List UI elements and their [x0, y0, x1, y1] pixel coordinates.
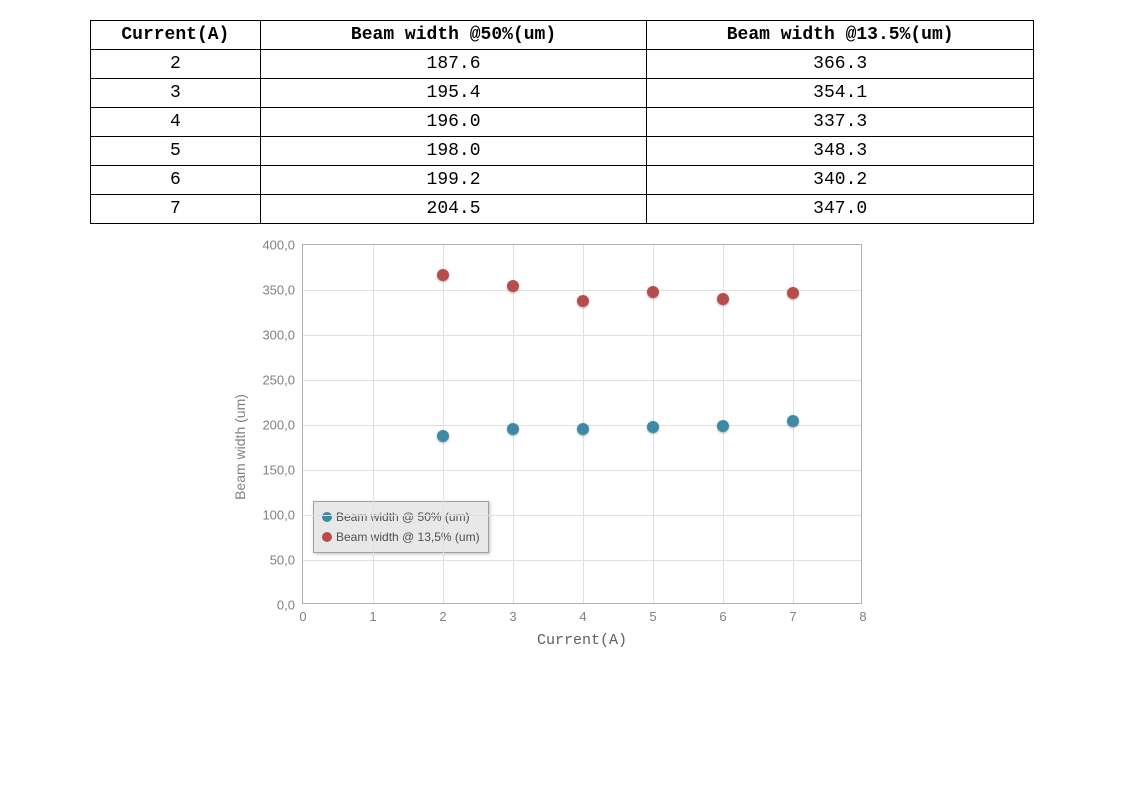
table-cell: 199.2: [260, 166, 647, 195]
gridline-h: [303, 560, 861, 561]
data-point: [507, 280, 519, 292]
legend-label: Beam width @ 50% (um): [336, 510, 470, 524]
table-cell: 366.3: [647, 50, 1034, 79]
y-tick-label: 200,0: [262, 418, 303, 433]
y-tick-label: 250,0: [262, 373, 303, 388]
gridline-h: [303, 335, 861, 336]
table-cell: 195.4: [260, 79, 647, 108]
x-tick-label: 5: [649, 603, 656, 624]
table-header-row: Current(A) Beam width @50%(um) Beam widt…: [91, 21, 1034, 50]
chart-legend: Beam width @ 50% (um) Beam width @ 13,5% …: [313, 501, 489, 553]
table-cell: 3: [91, 79, 261, 108]
col-header-bw50: Beam width @50%(um): [260, 21, 647, 50]
x-tick-label: 2: [439, 603, 446, 624]
table-row: 6199.2340.2: [91, 166, 1034, 195]
legend-marker-icon: [322, 512, 332, 522]
data-point: [787, 287, 799, 299]
legend-item: Beam width @ 50% (um): [322, 507, 480, 527]
data-point: [647, 421, 659, 433]
x-tick-label: 7: [789, 603, 796, 624]
table-cell: 7: [91, 195, 261, 224]
table-row: 5198.0348.3: [91, 137, 1034, 166]
y-tick-label: 150,0: [262, 463, 303, 478]
table-cell: 348.3: [647, 137, 1034, 166]
data-point: [717, 420, 729, 432]
table-cell: 340.2: [647, 166, 1034, 195]
y-tick-label: 300,0: [262, 328, 303, 343]
data-point: [717, 293, 729, 305]
table-cell: 187.6: [260, 50, 647, 79]
data-table: Current(A) Beam width @50%(um) Beam widt…: [90, 20, 1034, 224]
data-point: [577, 423, 589, 435]
data-point: [507, 423, 519, 435]
table-cell: 5: [91, 137, 261, 166]
x-tick-label: 8: [859, 603, 866, 624]
legend-item: Beam width @ 13,5% (um): [322, 527, 480, 547]
table-row: 4196.0337.3: [91, 108, 1034, 137]
table-cell: 354.1: [647, 79, 1034, 108]
legend-label: Beam width @ 13,5% (um): [336, 530, 480, 544]
data-point: [787, 415, 799, 427]
y-tick-label: 350,0: [262, 283, 303, 298]
plot-area: Beam width @ 50% (um) Beam width @ 13,5% …: [302, 244, 862, 604]
data-point: [437, 430, 449, 442]
scatter-chart: Beam width (um) Beam width @ 50% (um)Bea…: [222, 244, 902, 649]
y-tick-label: 100,0: [262, 508, 303, 523]
x-axis-label: Current(A): [302, 632, 862, 649]
table-cell: 198.0: [260, 137, 647, 166]
table-row: 7204.5347.0: [91, 195, 1034, 224]
y-tick-label: 50,0: [270, 553, 303, 568]
col-header-current: Current(A): [91, 21, 261, 50]
table-cell: 337.3: [647, 108, 1034, 137]
x-tick-label: 4: [579, 603, 586, 624]
y-tick-label: 400,0: [262, 238, 303, 253]
table-cell: 4: [91, 108, 261, 137]
y-axis-label: Beam width (um): [232, 394, 248, 500]
gridline-h: [303, 515, 861, 516]
x-tick-label: 3: [509, 603, 516, 624]
gridline-v: [373, 245, 374, 603]
data-point: [577, 295, 589, 307]
table-cell: 204.5: [260, 195, 647, 224]
legend-marker-icon: [322, 532, 332, 542]
x-tick-label: 0: [299, 603, 306, 624]
gridline-v: [443, 245, 444, 603]
gridline-h: [303, 380, 861, 381]
table-cell: 2: [91, 50, 261, 79]
gridline-h: [303, 470, 861, 471]
data-point: [647, 286, 659, 298]
gridline-h: [303, 290, 861, 291]
col-header-bw135: Beam width @13.5%(um): [647, 21, 1034, 50]
table-row: 2187.6366.3: [91, 50, 1034, 79]
x-tick-label: 6: [719, 603, 726, 624]
table-row: 3195.4354.1: [91, 79, 1034, 108]
table-cell: 347.0: [647, 195, 1034, 224]
data-point: [437, 269, 449, 281]
x-tick-label: 1: [369, 603, 376, 624]
table-cell: 196.0: [260, 108, 647, 137]
table-cell: 6: [91, 166, 261, 195]
